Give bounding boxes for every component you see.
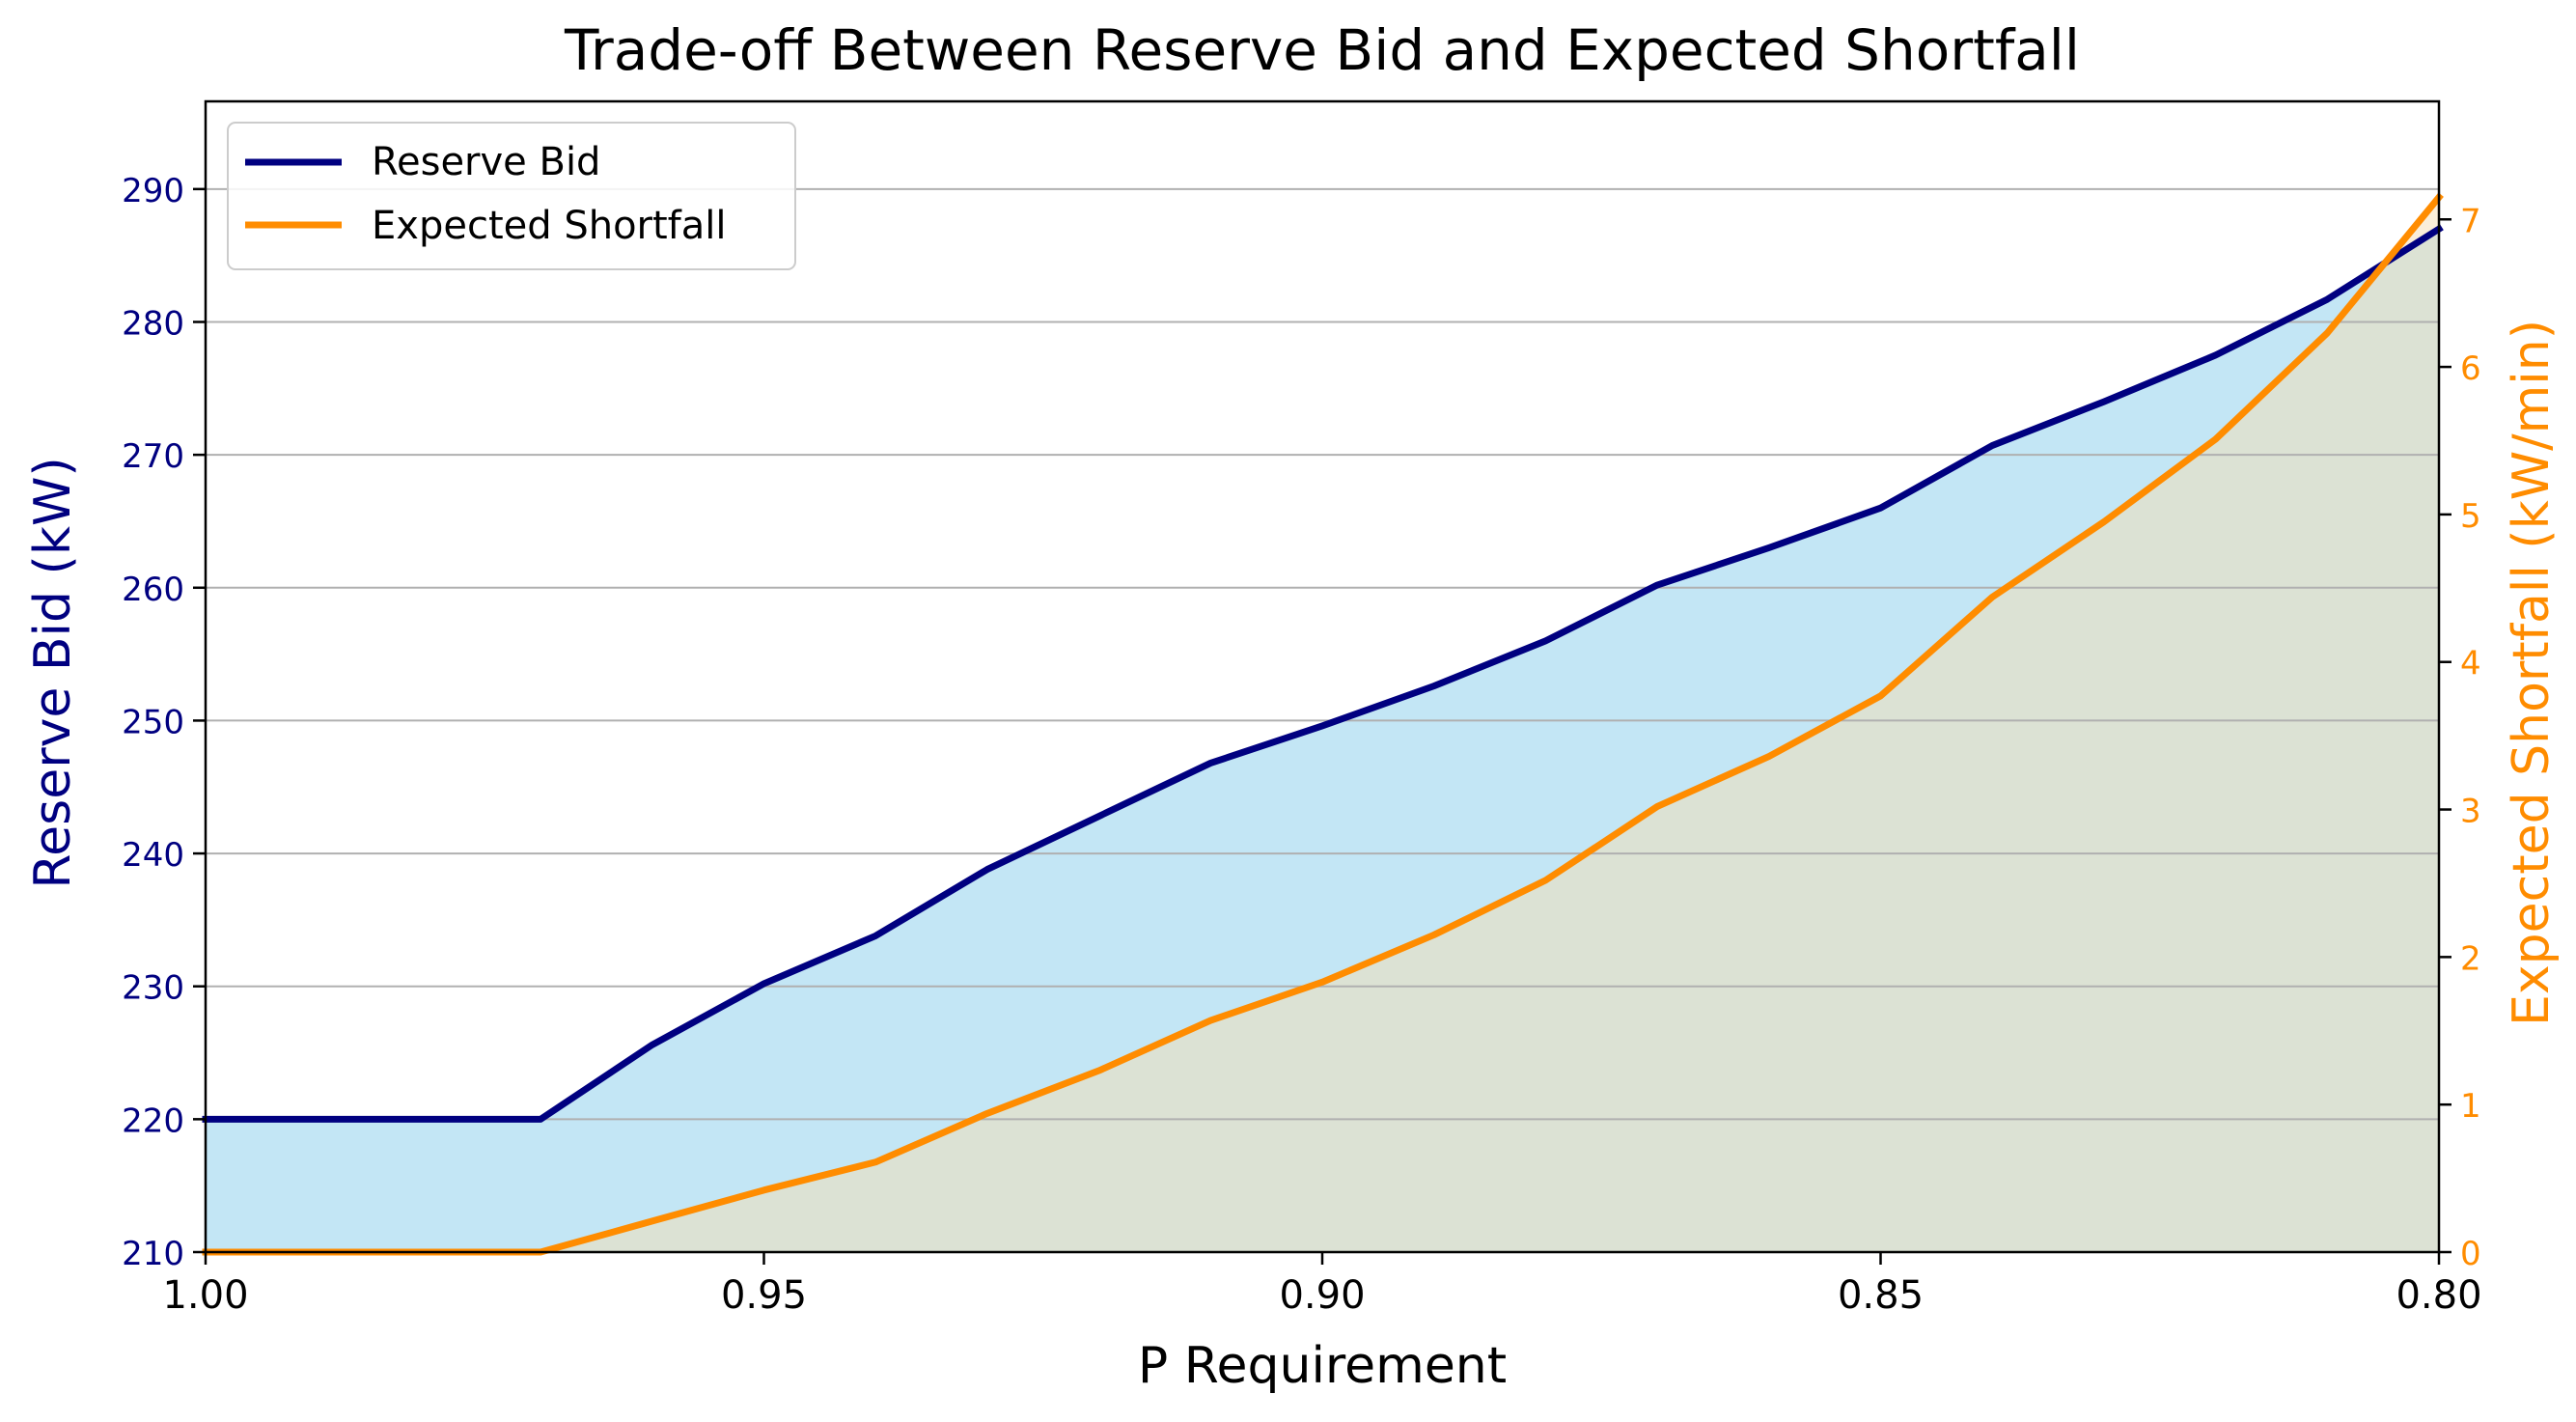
series-lines bbox=[202, 192, 2444, 1256]
y-right-tick-label: 6 bbox=[2460, 349, 2481, 388]
legend-label-reserve-bid: Reserve Bid bbox=[372, 140, 600, 184]
y-right-tick-label: 5 bbox=[2460, 497, 2481, 536]
chart-title: Trade-off Between Reserve Bid and Expect… bbox=[564, 17, 2080, 83]
y-left-tick-label: 280 bbox=[122, 304, 184, 343]
legend-box bbox=[227, 122, 796, 270]
legend-label-expected-shortfall: Expected Shortfall bbox=[372, 204, 727, 248]
y-left-tick-label: 230 bbox=[122, 969, 184, 1008]
area-fills bbox=[206, 197, 2439, 1253]
y-right-tick-label: 3 bbox=[2460, 793, 2481, 831]
y-right-tick-label: 2 bbox=[2460, 939, 2481, 978]
y-left-tick-label: 270 bbox=[122, 437, 184, 476]
y-axis-left-label: Reserve Bid (kW) bbox=[24, 457, 82, 888]
y-right-tick-label: 7 bbox=[2460, 202, 2481, 240]
y-left-tick-label: 250 bbox=[122, 703, 184, 741]
expected-shortfall-area bbox=[206, 197, 2439, 1253]
axis-ticks: 1.00 0.95 0.90 0.85 0.8021022023024025026027… bbox=[122, 172, 2481, 1318]
x-tick-label: 0.95 bbox=[721, 1273, 807, 1318]
x-tick-label: 0.90 bbox=[1279, 1273, 1365, 1318]
x-tick-label: 1.00 bbox=[162, 1273, 248, 1318]
x-tick-label: 0.85 bbox=[1838, 1273, 1924, 1318]
y-left-tick-label: 260 bbox=[122, 571, 184, 609]
y-axis-right-label: Expected Shortfall (kW/min) bbox=[2503, 320, 2561, 1026]
y-right-tick-label: 0 bbox=[2460, 1235, 2481, 1273]
expected-shortfall-line bbox=[202, 192, 2444, 1256]
legend: Reserve Bid Expected Shortfall bbox=[227, 122, 796, 270]
y-right-tick-label: 1 bbox=[2460, 1087, 2481, 1126]
reserve-bid-line bbox=[202, 224, 2444, 1123]
y-left-tick-label: 210 bbox=[122, 1235, 184, 1273]
y-right-tick-label: 4 bbox=[2460, 645, 2481, 683]
x-axis-label: P Requirement bbox=[1138, 1337, 1507, 1395]
y-left-tick-label: 240 bbox=[122, 836, 184, 875]
x-tick-label: 0.80 bbox=[2396, 1273, 2481, 1318]
y-left-tick-label: 290 bbox=[122, 172, 184, 210]
y-left-tick-label: 220 bbox=[122, 1101, 184, 1140]
